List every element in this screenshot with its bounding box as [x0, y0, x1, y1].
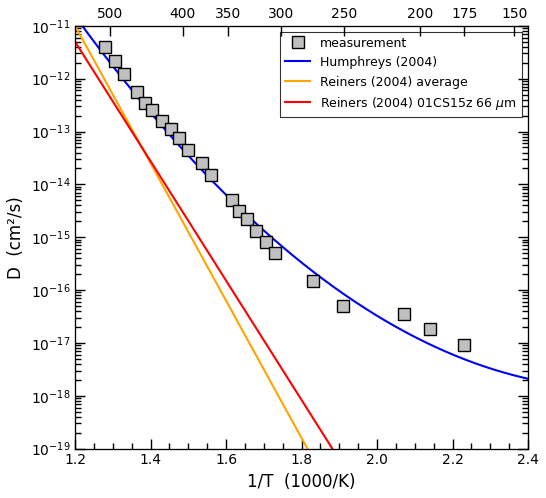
measurement — [121, 72, 127, 78]
measurement — [236, 208, 242, 214]
measurement — [158, 118, 165, 124]
measurement — [340, 303, 346, 309]
Humphreys (2004) — [255, 223, 262, 229]
measurement — [111, 58, 118, 64]
measurement — [244, 216, 250, 222]
Reiners (2004) 01CS15z 66 $\mu$m — [298, 396, 304, 402]
Reiners (2004) 01CS15z 66 $\mu$m — [120, 114, 126, 120]
Line: Reiners (2004) average: Reiners (2004) average — [75, 26, 307, 448]
Reiners (2004) average — [103, 79, 109, 85]
Reiners (2004) 01CS15z 66 $\mu$m — [198, 239, 205, 245]
Reiners (2004) 01CS15z 66 $\mu$m — [258, 333, 264, 339]
Reiners (2004) average — [120, 110, 126, 116]
measurement — [149, 108, 156, 114]
Reiners (2004) average — [216, 284, 222, 290]
Humphreys (2004) — [383, 318, 389, 324]
Reiners (2004) 01CS15z 66 $\mu$m — [322, 434, 328, 440]
measurement — [176, 135, 182, 141]
measurement — [426, 327, 433, 333]
measurement — [198, 160, 205, 166]
measurement — [461, 342, 467, 348]
Line: Humphreys (2004): Humphreys (2004) — [75, 16, 528, 379]
Reiners (2004) average — [304, 445, 311, 451]
Reiners (2004) average — [301, 440, 308, 446]
Reiners (2004) average — [76, 30, 82, 36]
Legend: measurement, Humphreys (2004), Reiners (2004) average, Reiners (2004) 01CS15z 66: measurement, Humphreys (2004), Reiners (… — [280, 32, 522, 117]
measurement — [168, 126, 175, 132]
Reiners (2004) average — [114, 100, 121, 106]
Humphreys (2004) — [118, 74, 124, 80]
Reiners (2004) 01CS15z 66 $\mu$m — [329, 445, 335, 451]
measurement — [228, 197, 235, 203]
Humphreys (2004) — [271, 237, 278, 243]
Humphreys (2004) — [425, 341, 432, 347]
measurement — [272, 250, 278, 256]
Reiners (2004) average — [72, 23, 78, 29]
measurement — [134, 90, 141, 96]
measurement — [102, 44, 109, 50]
X-axis label: 1/T  (1000/K): 1/T (1000/K) — [247, 473, 356, 491]
measurement — [185, 147, 192, 153]
Line: measurement: measurement — [100, 41, 470, 351]
Reiners (2004) 01CS15z 66 $\mu$m — [88, 65, 94, 71]
Reiners (2004) 01CS15z 66 $\mu$m — [72, 39, 78, 45]
Y-axis label: D  (cm²/s): D (cm²/s) — [7, 196, 25, 278]
measurement — [263, 240, 269, 246]
measurement — [207, 172, 214, 178]
measurement — [253, 228, 259, 234]
measurement — [310, 278, 316, 284]
Humphreys (2004) — [433, 345, 440, 351]
Humphreys (2004) — [72, 13, 78, 19]
Line: Reiners (2004) 01CS15z 66 $\mu$m: Reiners (2004) 01CS15z 66 $\mu$m — [75, 42, 332, 448]
measurement — [141, 100, 148, 106]
Humphreys (2004) — [525, 376, 531, 382]
measurement — [400, 311, 407, 317]
